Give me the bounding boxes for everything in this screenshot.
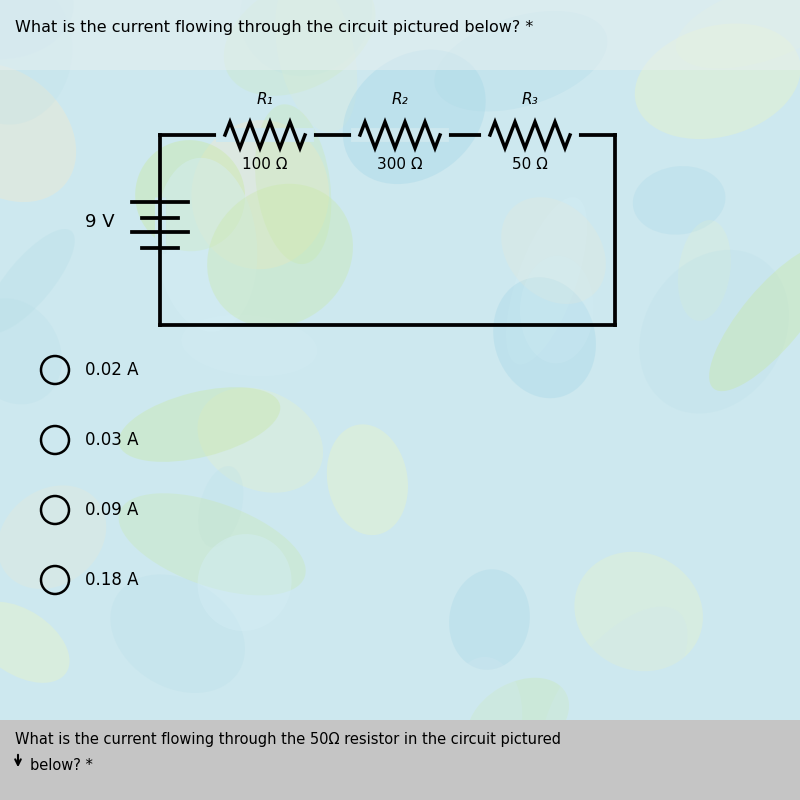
Text: R₂: R₂ bbox=[392, 92, 408, 107]
Ellipse shape bbox=[110, 574, 245, 693]
Ellipse shape bbox=[0, 229, 75, 334]
Ellipse shape bbox=[191, 120, 329, 270]
Ellipse shape bbox=[678, 220, 731, 321]
Ellipse shape bbox=[574, 552, 703, 671]
Ellipse shape bbox=[198, 534, 291, 631]
Ellipse shape bbox=[155, 158, 258, 332]
Ellipse shape bbox=[342, 50, 486, 184]
Ellipse shape bbox=[639, 250, 789, 414]
Ellipse shape bbox=[633, 166, 726, 234]
Ellipse shape bbox=[255, 104, 331, 264]
Ellipse shape bbox=[182, 315, 318, 376]
Text: 100 Ω: 100 Ω bbox=[242, 157, 288, 172]
Ellipse shape bbox=[275, 0, 357, 132]
Text: What is the current flowing through the 50Ω resistor in the circuit pictured: What is the current flowing through the … bbox=[15, 732, 561, 747]
Ellipse shape bbox=[467, 678, 569, 762]
Text: 0.09 A: 0.09 A bbox=[85, 501, 138, 519]
Ellipse shape bbox=[0, 602, 70, 683]
Ellipse shape bbox=[676, 0, 800, 69]
Ellipse shape bbox=[501, 197, 606, 304]
Ellipse shape bbox=[0, 64, 76, 202]
Text: What is the current flowing through the circuit pictured below? *: What is the current flowing through the … bbox=[15, 20, 534, 35]
Ellipse shape bbox=[0, 0, 74, 59]
Ellipse shape bbox=[0, 0, 73, 125]
Text: 0.02 A: 0.02 A bbox=[85, 361, 138, 379]
Ellipse shape bbox=[493, 278, 596, 398]
Ellipse shape bbox=[448, 657, 522, 770]
Ellipse shape bbox=[449, 570, 530, 670]
Ellipse shape bbox=[135, 140, 245, 251]
Ellipse shape bbox=[118, 387, 280, 462]
Text: R₁: R₁ bbox=[257, 92, 274, 107]
Text: 0.03 A: 0.03 A bbox=[85, 431, 138, 449]
Ellipse shape bbox=[224, 0, 375, 96]
Text: below? *: below? * bbox=[30, 758, 93, 773]
Ellipse shape bbox=[634, 23, 800, 139]
Ellipse shape bbox=[542, 606, 687, 770]
Ellipse shape bbox=[520, 256, 594, 363]
Ellipse shape bbox=[434, 11, 607, 111]
Text: 0.18 A: 0.18 A bbox=[85, 571, 138, 589]
Ellipse shape bbox=[0, 298, 62, 404]
Bar bbox=[0, 0, 800, 70]
Ellipse shape bbox=[709, 245, 800, 391]
Ellipse shape bbox=[0, 486, 106, 589]
Ellipse shape bbox=[327, 424, 408, 535]
Ellipse shape bbox=[506, 197, 587, 365]
Text: 50 Ω: 50 Ω bbox=[512, 157, 548, 172]
Text: 9 V: 9 V bbox=[86, 213, 115, 231]
Text: R₃: R₃ bbox=[522, 92, 538, 107]
Ellipse shape bbox=[198, 388, 323, 493]
Ellipse shape bbox=[198, 466, 243, 547]
Ellipse shape bbox=[240, 0, 372, 76]
Ellipse shape bbox=[118, 494, 306, 595]
Ellipse shape bbox=[207, 184, 353, 327]
Text: 300 Ω: 300 Ω bbox=[377, 157, 423, 172]
